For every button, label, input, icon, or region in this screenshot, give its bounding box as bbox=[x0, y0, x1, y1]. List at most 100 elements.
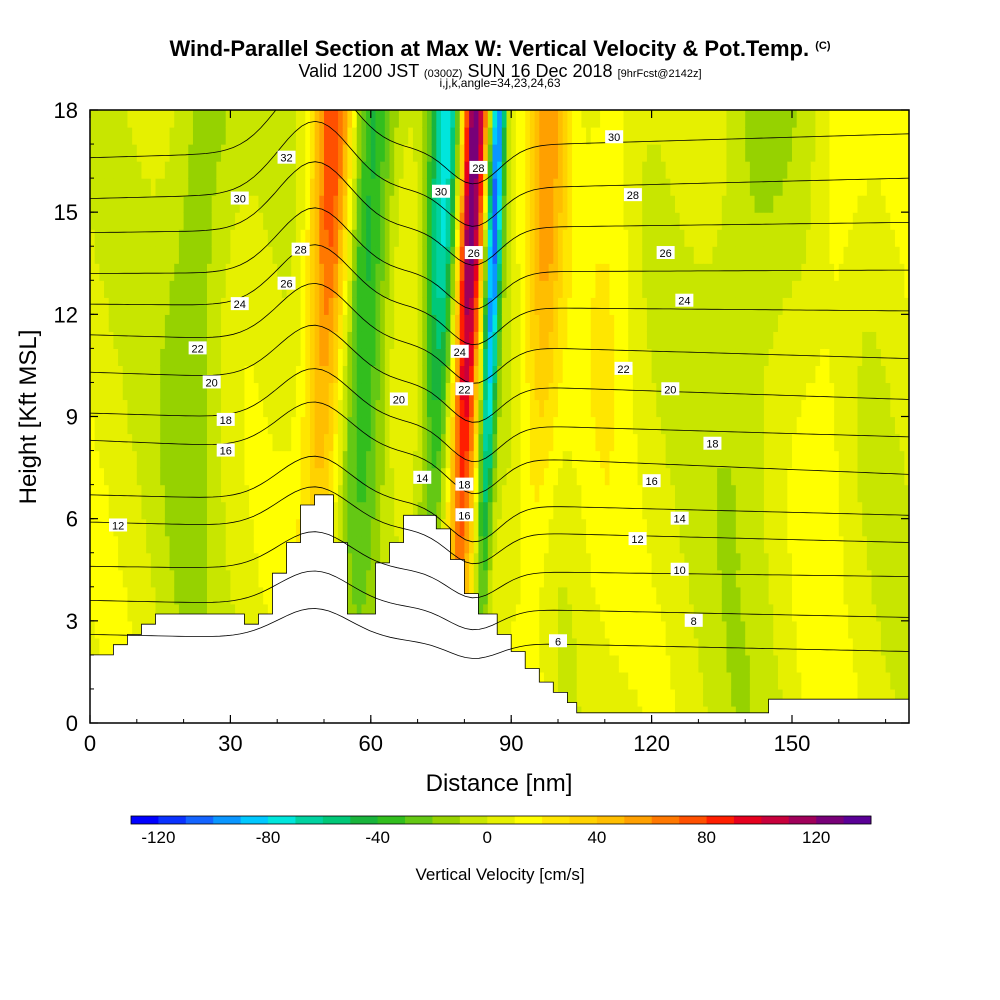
velocity-cell bbox=[651, 620, 657, 639]
velocity-cell bbox=[520, 637, 526, 656]
velocity-cell bbox=[567, 263, 573, 281]
velocity-cell bbox=[277, 416, 283, 435]
velocity-cell bbox=[225, 144, 231, 162]
velocity-cell bbox=[380, 195, 386, 213]
velocity-cell bbox=[693, 280, 699, 298]
velocity-cell bbox=[581, 297, 587, 315]
velocity-cell bbox=[108, 348, 114, 367]
velocity-cell bbox=[618, 399, 625, 418]
velocity-cell bbox=[408, 433, 414, 452]
velocity-cell bbox=[436, 331, 442, 349]
velocity-cell bbox=[202, 552, 208, 571]
velocity-cell bbox=[239, 433, 246, 452]
velocity-cell bbox=[684, 586, 690, 605]
velocity-cell bbox=[253, 161, 260, 179]
velocity-cell bbox=[576, 484, 582, 503]
velocity-cell bbox=[333, 178, 339, 196]
velocity-cell bbox=[324, 178, 330, 196]
velocity-cell bbox=[178, 195, 185, 213]
velocity-cell bbox=[595, 433, 601, 452]
velocity-cell bbox=[520, 280, 526, 298]
velocity-cell bbox=[324, 229, 330, 247]
velocity-cell bbox=[309, 365, 316, 384]
velocity-cell bbox=[726, 688, 732, 707]
velocity-cell bbox=[478, 569, 484, 588]
velocity-cell bbox=[169, 127, 175, 145]
velocity-cell bbox=[258, 246, 264, 264]
velocity-cell bbox=[637, 280, 643, 298]
velocity-cell bbox=[132, 144, 138, 162]
velocity-cell bbox=[417, 501, 423, 520]
velocity-cell bbox=[586, 195, 592, 213]
velocity-cell bbox=[483, 246, 489, 264]
velocity-cell bbox=[188, 518, 194, 537]
velocity-cell bbox=[216, 450, 222, 469]
velocity-cell bbox=[543, 467, 550, 486]
velocity-cell bbox=[90, 365, 96, 384]
velocity-cell bbox=[609, 603, 615, 622]
velocity-cell bbox=[698, 603, 704, 622]
velocity-cell bbox=[94, 382, 100, 401]
velocity-cell bbox=[469, 433, 475, 452]
velocity-cell bbox=[305, 127, 311, 145]
velocity-cell bbox=[497, 314, 503, 332]
velocity-cell bbox=[515, 535, 522, 554]
velocity-cell bbox=[529, 127, 536, 145]
velocity-cell bbox=[150, 348, 157, 367]
velocity-cell bbox=[506, 484, 512, 503]
velocity-cell bbox=[178, 535, 185, 554]
velocity-cell bbox=[464, 178, 470, 196]
velocity-cell bbox=[558, 450, 564, 469]
velocity-cell bbox=[389, 246, 395, 264]
velocity-cell bbox=[122, 348, 129, 367]
velocity-cell bbox=[361, 280, 367, 298]
velocity-cell bbox=[717, 382, 723, 401]
velocity-cell bbox=[534, 637, 540, 656]
velocity-cell bbox=[548, 484, 554, 503]
velocity-cell bbox=[548, 161, 554, 179]
velocity-cell bbox=[412, 399, 419, 418]
velocity-cell bbox=[352, 535, 358, 554]
velocity-cell bbox=[141, 331, 147, 349]
velocity-cell bbox=[623, 382, 629, 401]
velocity-cell bbox=[717, 535, 723, 554]
velocity-cell bbox=[618, 552, 625, 571]
velocity-cell bbox=[731, 110, 737, 128]
velocity-cell bbox=[174, 467, 180, 486]
velocity-cell bbox=[590, 178, 597, 196]
velocity-cell bbox=[160, 195, 166, 213]
velocity-cell bbox=[534, 246, 540, 264]
velocity-cell bbox=[155, 280, 161, 298]
velocity-cell bbox=[235, 603, 241, 622]
velocity-cell bbox=[679, 110, 685, 128]
velocity-cell bbox=[586, 229, 592, 247]
velocity-cell bbox=[127, 603, 133, 622]
velocity-cell bbox=[698, 263, 704, 281]
velocity-cell bbox=[356, 280, 363, 298]
velocity-cell bbox=[375, 314, 381, 332]
velocity-cell bbox=[333, 348, 339, 367]
velocity-cell bbox=[726, 671, 732, 690]
velocity-cell bbox=[529, 586, 536, 605]
velocity-cell bbox=[352, 603, 358, 622]
velocity-cell bbox=[113, 229, 119, 247]
velocity-cell bbox=[314, 365, 320, 384]
velocity-cell bbox=[539, 654, 545, 673]
velocity-cell bbox=[497, 195, 503, 213]
velocity-cell bbox=[675, 620, 681, 639]
velocity-cell bbox=[118, 433, 124, 452]
velocity-cell bbox=[703, 314, 709, 332]
velocity-cell bbox=[642, 161, 648, 179]
velocity-cell bbox=[637, 586, 643, 605]
velocity-cell bbox=[632, 263, 639, 281]
velocity-cell bbox=[501, 518, 508, 537]
velocity-cell bbox=[136, 518, 143, 537]
velocity-cell bbox=[197, 467, 203, 486]
velocity-cell bbox=[614, 637, 620, 656]
velocity-cell bbox=[164, 212, 171, 230]
velocity-cell bbox=[721, 127, 728, 145]
velocity-cell bbox=[581, 620, 587, 639]
velocity-cell bbox=[309, 229, 316, 247]
velocity-cell bbox=[394, 501, 400, 520]
velocity-cell bbox=[689, 229, 695, 247]
